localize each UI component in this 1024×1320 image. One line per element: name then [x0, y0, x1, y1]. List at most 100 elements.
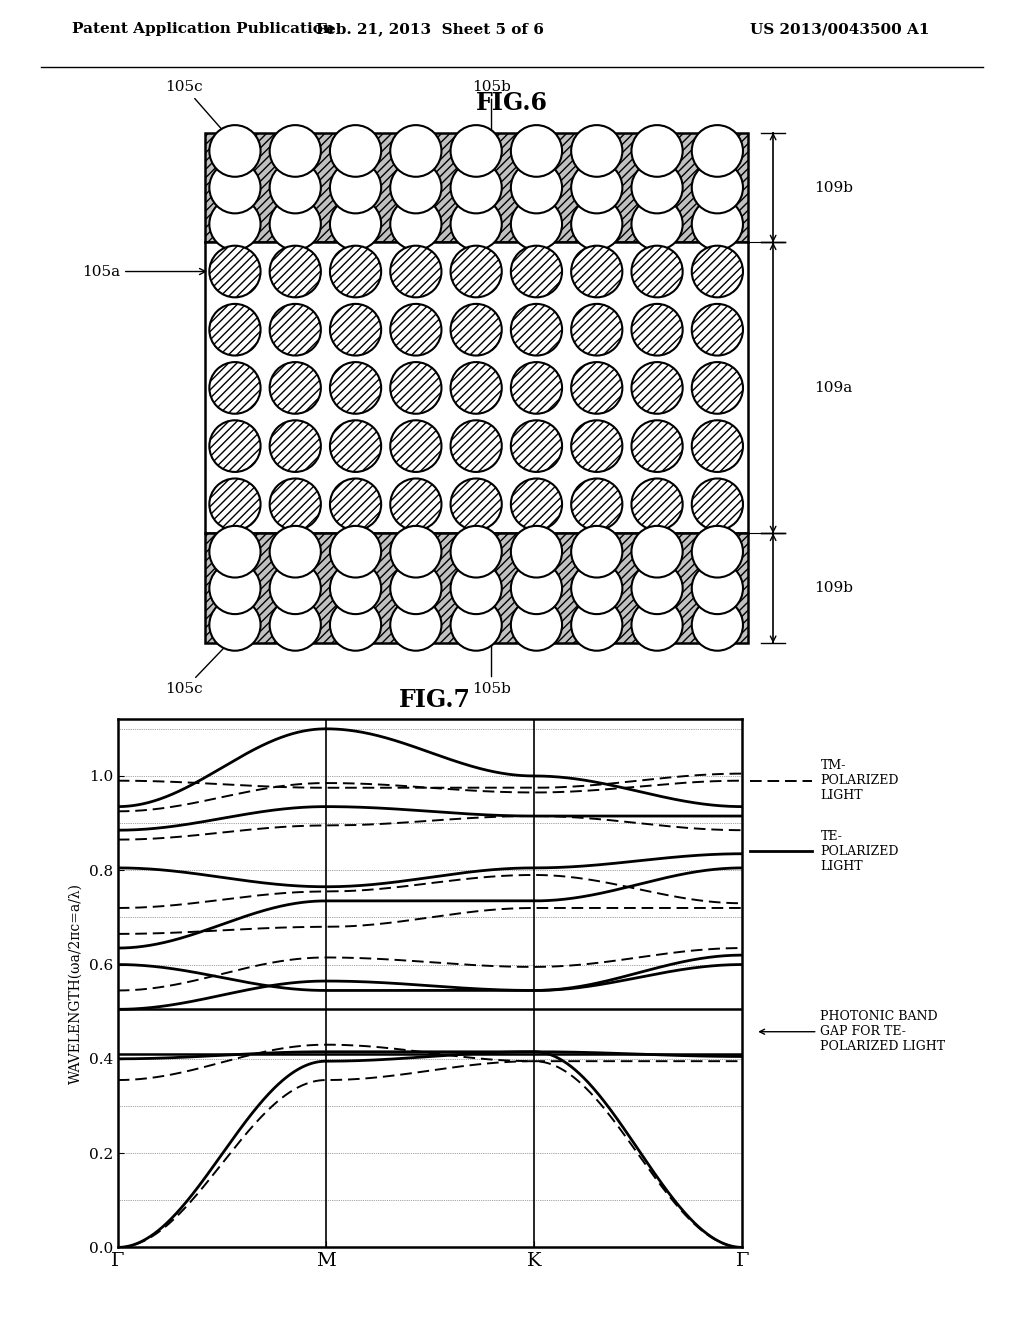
Ellipse shape	[632, 198, 683, 249]
Ellipse shape	[511, 125, 562, 177]
Ellipse shape	[209, 362, 260, 413]
Ellipse shape	[451, 304, 502, 355]
Ellipse shape	[451, 478, 502, 531]
Ellipse shape	[571, 246, 623, 297]
Ellipse shape	[209, 125, 260, 177]
Text: 109a: 109a	[814, 381, 852, 395]
Ellipse shape	[451, 525, 502, 578]
Ellipse shape	[451, 362, 502, 413]
Ellipse shape	[451, 198, 502, 249]
Ellipse shape	[269, 525, 321, 578]
Ellipse shape	[390, 198, 441, 249]
Ellipse shape	[269, 478, 321, 531]
Ellipse shape	[330, 162, 381, 214]
Ellipse shape	[451, 599, 502, 651]
Ellipse shape	[632, 162, 683, 214]
Ellipse shape	[571, 599, 623, 651]
Ellipse shape	[632, 125, 683, 177]
Ellipse shape	[330, 198, 381, 249]
Ellipse shape	[330, 599, 381, 651]
Ellipse shape	[269, 246, 321, 297]
Text: US 2013/0043500 A1: US 2013/0043500 A1	[750, 22, 930, 36]
Text: 109b: 109b	[814, 581, 853, 595]
Ellipse shape	[511, 599, 562, 651]
Ellipse shape	[571, 162, 623, 214]
Ellipse shape	[209, 420, 260, 473]
Ellipse shape	[451, 420, 502, 473]
Ellipse shape	[571, 478, 623, 531]
Ellipse shape	[209, 246, 260, 297]
Ellipse shape	[390, 420, 441, 473]
Ellipse shape	[571, 125, 623, 177]
Text: 105c: 105c	[166, 79, 243, 153]
Ellipse shape	[209, 525, 260, 578]
Ellipse shape	[632, 562, 683, 614]
Ellipse shape	[571, 525, 623, 578]
Bar	[205, 132, 748, 243]
Ellipse shape	[692, 362, 743, 413]
Ellipse shape	[330, 246, 381, 297]
Text: Feb. 21, 2013  Sheet 5 of 6: Feb. 21, 2013 Sheet 5 of 6	[316, 22, 544, 36]
Ellipse shape	[390, 562, 441, 614]
Text: TM-
POLARIZED
LIGHT: TM- POLARIZED LIGHT	[820, 759, 899, 803]
Ellipse shape	[330, 304, 381, 355]
Ellipse shape	[209, 198, 260, 249]
Text: 105a: 105a	[82, 264, 206, 279]
Ellipse shape	[511, 562, 562, 614]
Ellipse shape	[209, 599, 260, 651]
Ellipse shape	[209, 478, 260, 531]
Ellipse shape	[269, 362, 321, 413]
Ellipse shape	[632, 246, 683, 297]
Ellipse shape	[269, 420, 321, 473]
Ellipse shape	[269, 304, 321, 355]
Ellipse shape	[692, 304, 743, 355]
Ellipse shape	[692, 525, 743, 578]
Ellipse shape	[692, 246, 743, 297]
Text: Patent Application Publication: Patent Application Publication	[72, 22, 334, 36]
Ellipse shape	[692, 420, 743, 473]
Ellipse shape	[269, 162, 321, 214]
Ellipse shape	[571, 198, 623, 249]
Text: FIG.6: FIG.6	[476, 91, 548, 115]
Text: 105b: 105b	[472, 79, 511, 152]
Ellipse shape	[390, 304, 441, 355]
Ellipse shape	[330, 362, 381, 413]
Ellipse shape	[390, 525, 441, 578]
Ellipse shape	[692, 599, 743, 651]
Ellipse shape	[269, 198, 321, 249]
Ellipse shape	[451, 562, 502, 614]
Ellipse shape	[511, 420, 562, 473]
Ellipse shape	[269, 599, 321, 651]
Ellipse shape	[571, 562, 623, 614]
Ellipse shape	[632, 478, 683, 531]
Ellipse shape	[511, 304, 562, 355]
Ellipse shape	[390, 599, 441, 651]
Ellipse shape	[451, 246, 502, 297]
Ellipse shape	[632, 525, 683, 578]
Ellipse shape	[390, 362, 441, 413]
Ellipse shape	[692, 562, 743, 614]
Ellipse shape	[511, 246, 562, 297]
Y-axis label: WAVELENGTH(ωa/2πc=a/λ): WAVELENGTH(ωa/2πc=a/λ)	[69, 883, 83, 1084]
Ellipse shape	[330, 562, 381, 614]
Text: TE-
POLARIZED
LIGHT: TE- POLARIZED LIGHT	[820, 830, 899, 873]
Ellipse shape	[692, 125, 743, 177]
Ellipse shape	[571, 304, 623, 355]
Ellipse shape	[571, 420, 623, 473]
Ellipse shape	[571, 362, 623, 413]
Bar	[118, 1010, 742, 1055]
Ellipse shape	[451, 162, 502, 214]
Ellipse shape	[692, 162, 743, 214]
Text: 105b: 105b	[472, 630, 511, 696]
Ellipse shape	[511, 362, 562, 413]
Ellipse shape	[632, 362, 683, 413]
Ellipse shape	[511, 478, 562, 531]
Text: FIG.7: FIG.7	[399, 688, 471, 713]
Ellipse shape	[390, 125, 441, 177]
Ellipse shape	[632, 304, 683, 355]
Text: 109b: 109b	[814, 181, 853, 194]
Ellipse shape	[511, 198, 562, 249]
Bar	[205, 243, 748, 533]
Ellipse shape	[269, 125, 321, 177]
Ellipse shape	[390, 478, 441, 531]
